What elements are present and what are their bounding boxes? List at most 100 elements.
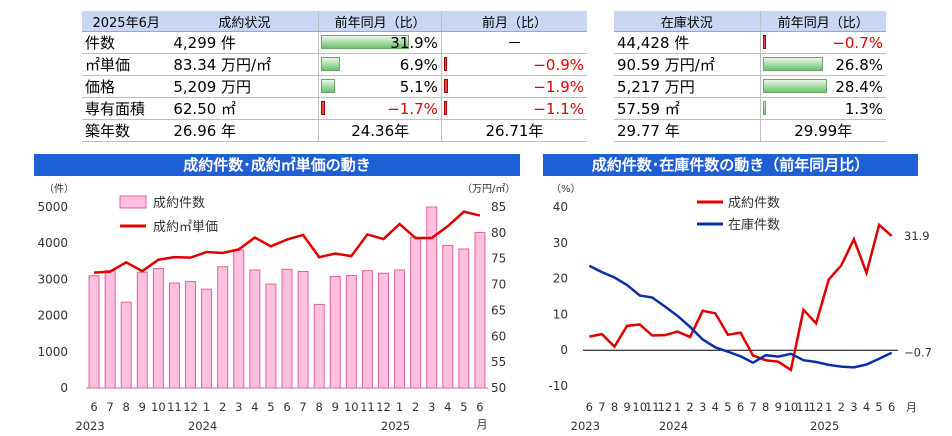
bar-contract-count xyxy=(281,268,293,389)
row-label: 専有面積 xyxy=(82,97,171,120)
row-value: 29.77 年 xyxy=(614,119,760,142)
bar-contract-count xyxy=(185,281,197,389)
row-mom: － xyxy=(440,31,587,54)
x-year-label: 2025 xyxy=(381,419,410,433)
row-value: 57.59 ㎡ xyxy=(614,97,760,120)
y-unit-left: （件） xyxy=(44,183,74,195)
y-tick-right: 75 xyxy=(491,252,506,266)
chart-title-yoy-change: 成約件数･在庫件数の動き（前年同月比） xyxy=(543,154,918,176)
y-tick-left: 4000 xyxy=(37,236,68,250)
y-tick-right: 85 xyxy=(491,200,506,214)
legend-inventory-label: 在庫件数 xyxy=(728,218,780,233)
row-yoy: 1.3% xyxy=(759,97,886,120)
x-tick-label: 5 xyxy=(460,400,467,414)
x-tick-label: 12 xyxy=(183,400,198,414)
x-year-label: 2025 xyxy=(810,419,839,433)
y-tick-left: 2000 xyxy=(37,309,68,323)
x-tick-label: 1 xyxy=(396,400,403,414)
cell-value: −1.7% xyxy=(387,99,438,118)
cell-value: −1.9% xyxy=(533,77,584,96)
bar-contract-count xyxy=(88,275,100,389)
x-tick-label: 4 xyxy=(712,400,719,414)
table-row: 57.59 ㎡ 1.3% xyxy=(614,97,886,120)
bar-contract-count xyxy=(152,268,164,389)
x-tick-label: 9 xyxy=(623,400,630,414)
cell-value: −0.9% xyxy=(533,55,584,74)
bar-contract-count xyxy=(377,272,389,389)
bar-contract-count xyxy=(345,274,357,389)
y-unit: （%） xyxy=(551,183,581,195)
row-value: 44,428 件 xyxy=(614,31,760,54)
table-row: 件数 4,299 件 31.9% － xyxy=(82,31,587,54)
x-tick-label: 12 xyxy=(658,400,673,414)
negative-bar xyxy=(443,57,447,71)
row-yoy: 26.8% xyxy=(759,53,886,76)
x-tick-label: 10 xyxy=(151,400,166,414)
series-end-label: −0.7 xyxy=(904,346,932,360)
negative-bar xyxy=(762,35,766,49)
x-tick-label: 11 xyxy=(796,400,811,414)
x-tick-label: 6 xyxy=(737,400,744,414)
x-tick-label: 8 xyxy=(762,400,769,414)
table-header-inventory-status: 在庫状況 xyxy=(614,11,760,32)
bar-contract-count xyxy=(313,303,325,389)
y-tick-right: 65 xyxy=(491,303,506,317)
x-tick-label: 4 xyxy=(444,400,451,414)
line-unit-price xyxy=(93,210,481,274)
row-value: 83.34 万円/㎡ xyxy=(170,53,319,76)
y-tick-left: 1000 xyxy=(37,345,68,359)
x-tick-label: 9 xyxy=(775,400,782,414)
x-tick-label: 4 xyxy=(251,400,258,414)
row-yoy: −1.7% xyxy=(318,97,442,120)
row-yoy: 5.1% xyxy=(318,75,442,98)
x-tick-label: 9 xyxy=(332,400,339,414)
row-yoy: 28.4% xyxy=(759,75,886,98)
x-tick-label: 9 xyxy=(139,400,146,414)
x-tick-label: 12 xyxy=(809,400,824,414)
x-tick-label: 10 xyxy=(344,400,359,414)
legend-line-label: 成約㎡単価 xyxy=(153,219,218,235)
row-label: 築年数 xyxy=(82,119,171,142)
x-tick-label: 2 xyxy=(412,400,419,414)
y-tick-left: 5000 xyxy=(37,200,68,214)
bar-contract-count xyxy=(458,248,470,389)
x-tick-label: 3 xyxy=(428,400,435,414)
positive-bar xyxy=(762,79,827,93)
y-tick-right: 55 xyxy=(491,355,506,369)
negative-bar xyxy=(321,101,326,115)
negative-bar xyxy=(443,101,447,115)
row-mom: −0.9% xyxy=(440,53,587,76)
y-tick-right: 60 xyxy=(491,329,506,343)
negative-bar xyxy=(443,79,448,93)
y-tick-left: 0 xyxy=(60,381,68,395)
legend-bar-label: 成約件数 xyxy=(153,196,205,211)
bar-contract-count xyxy=(361,270,373,389)
row-value: 26.96 年 xyxy=(170,119,319,142)
row-label: ㎡単価 xyxy=(82,53,171,76)
x-tick-label: 7 xyxy=(299,400,306,414)
row-value: 5,209 万円 xyxy=(170,75,319,98)
cell-value: 6.9% xyxy=(399,55,438,74)
row-label: 価格 xyxy=(82,75,171,98)
bar-contract-count xyxy=(217,266,229,389)
y-tick: 0 xyxy=(560,343,568,357)
x-tick-label: 7 xyxy=(749,400,756,414)
y-tick: 20 xyxy=(553,272,568,286)
contract-status-table: 2025年6月 成約状況 前年同月（比） 前月（比） 件数 4,299 件 31.9… xyxy=(82,11,587,142)
row-yoy: 24.36年 xyxy=(318,119,442,142)
x-tick-label: 1 xyxy=(674,400,681,414)
table-header-inventory-yoy: 前年同月（比） xyxy=(759,11,886,32)
x-tick-label: 3 xyxy=(235,400,242,414)
table-header-yoy: 前年同月（比） xyxy=(318,11,442,32)
row-value: 62.50 ㎡ xyxy=(170,97,319,120)
bar-contract-count xyxy=(233,249,245,389)
positive-bar xyxy=(762,57,823,71)
x-tick-label: 7 xyxy=(106,400,113,414)
y-tick: 30 xyxy=(553,236,568,250)
positive-bar xyxy=(321,57,341,71)
row-yoy: 6.9% xyxy=(318,53,442,76)
bar-contract-count xyxy=(329,276,341,389)
y-unit-right: （万円/㎡） xyxy=(462,183,515,195)
x-tick-label: 11 xyxy=(167,400,182,414)
positive-bar xyxy=(321,35,410,49)
